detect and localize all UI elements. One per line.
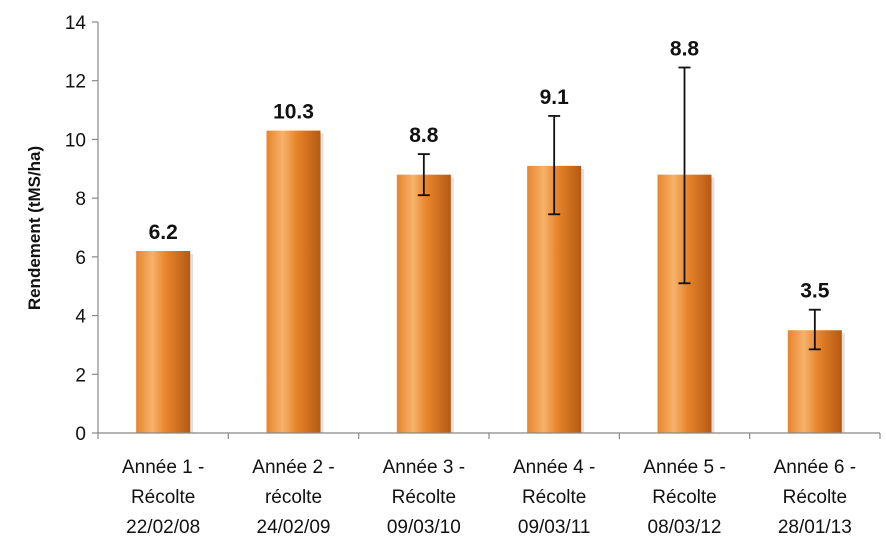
y-tick-label: 0 [75,424,86,445]
error-bar [678,66,691,285]
category-label: Année 3 - [383,457,465,478]
y-axis-title: Rendement (tMS/ha) [25,146,44,310]
category-label: Récolte [652,487,716,508]
bar [266,130,321,433]
category-label: 08/03/12 [648,517,722,536]
y-tick-label: 6 [75,248,86,269]
category-label: 24/02/09 [257,517,331,536]
category-label: Année 6 - [774,457,856,478]
x-axis: Année 1 - Récolte 22/02/08 Année 2 - récolte… [97,432,881,536]
data-label: 3.5 [800,280,830,303]
y-tick-label: 4 [75,307,86,328]
category-label: Année 2 - [252,457,334,478]
error-bar [417,153,430,197]
category-label: Année 1 - [122,457,204,478]
bars: 6.2 10.3 8.8 9.1 8.8 3.5 [136,38,845,433]
category-label: 22/02/08 [126,517,200,536]
y-tick-label: 10 [65,130,86,151]
y-tick-label: 14 [65,13,87,34]
bar [396,174,451,433]
data-label: 8.8 [409,124,439,147]
category-label: Récolte [783,487,847,508]
category-label: 09/03/10 [387,517,461,536]
y-tick-label: 12 [65,72,86,93]
category-label: Année 5 - [643,457,725,478]
category-label: récolte [265,487,322,508]
data-label: 8.8 [670,38,700,61]
error-bar [548,115,561,216]
data-label: 9.1 [540,86,570,109]
category-label: 09/03/11 [518,517,591,536]
category-label: Récolte [131,487,195,508]
category-label: Récolte [522,487,586,508]
y-tick-label: 2 [75,365,86,386]
y-axis: 0 2 4 6 8 10 12 14 [65,13,99,445]
category-label: Récolte [392,487,456,508]
category-label: Année 4 - [513,457,595,478]
y-tick-label: 8 [75,189,86,210]
error-bar [808,308,821,351]
data-label: 6.2 [149,221,178,244]
category-label: 28/01/13 [778,517,852,536]
data-label: 10.3 [273,101,314,124]
bar [136,250,191,433]
